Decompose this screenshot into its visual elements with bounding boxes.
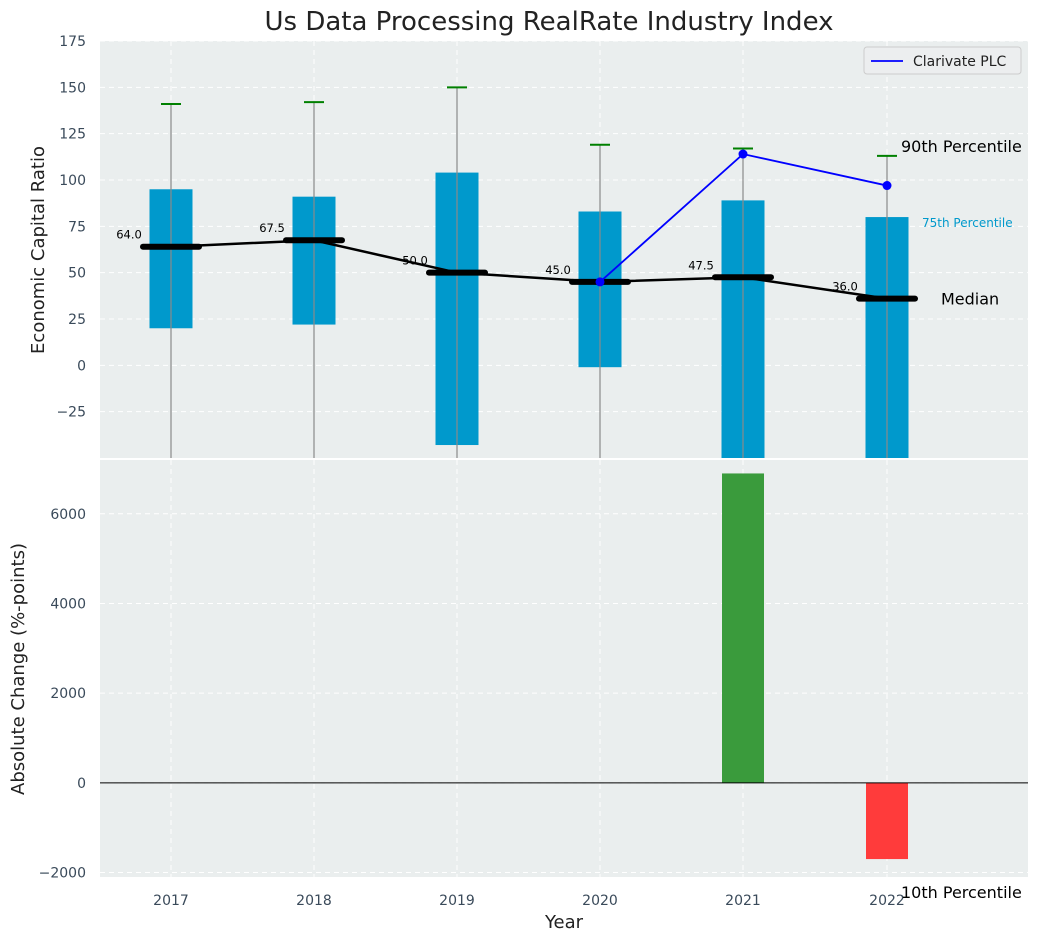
annotation-median: Median xyxy=(941,290,999,309)
top-y-tick-label: 100 xyxy=(59,173,86,189)
top-y-axis-label: Economic Capital Ratio xyxy=(28,146,49,354)
company-series-point xyxy=(595,277,605,287)
bottom-y-tick-label: 2000 xyxy=(50,686,86,702)
x-tick-label: 2022 xyxy=(869,893,905,909)
change-bar-positive xyxy=(722,473,764,783)
x-tick-label: 2018 xyxy=(296,893,332,909)
x-tick-label: 2019 xyxy=(439,893,475,909)
bottom-y-tick-label: 6000 xyxy=(50,507,86,523)
top-y-tick-label: 25 xyxy=(68,312,86,328)
x-tick-label: 2021 xyxy=(725,893,761,909)
top-y-tick-label: 50 xyxy=(68,266,86,282)
bottom-y-axis-label: Absolute Change (%-points) xyxy=(8,543,29,795)
x-axis-label: Year xyxy=(544,912,584,933)
bottom-y-tick-label: 0 xyxy=(77,776,86,792)
median-data-label: 67.5 xyxy=(259,221,285,235)
legend: Clarivate PLC xyxy=(863,46,1022,75)
change-bar-negative xyxy=(866,782,908,860)
top-y-tick-label: 75 xyxy=(68,219,86,235)
median-data-label: 36.0 xyxy=(832,280,858,294)
median-data-label: 64.0 xyxy=(116,228,142,242)
bottom-y-tick-label: 4000 xyxy=(50,596,86,612)
x-tick-label: 2017 xyxy=(153,893,189,909)
annotation-75th-percentile: 75th Percentile xyxy=(922,216,1013,230)
chart-title: Us Data Processing RealRate Industry Ind… xyxy=(264,7,833,37)
top-y-tick-label: 125 xyxy=(59,127,86,143)
median-data-label: 47.5 xyxy=(688,258,714,272)
top-y-tick-label: 175 xyxy=(59,34,86,50)
x-tick-label: 2020 xyxy=(582,893,618,909)
legend-label-clarivate: Clarivate PLC xyxy=(913,54,1007,70)
top-y-tick-label: −25 xyxy=(56,405,86,421)
legend-box xyxy=(863,46,1022,75)
top-y-tick-label: 0 xyxy=(77,358,86,374)
company-series-point xyxy=(882,181,892,191)
annotation-10th-percentile: 10th Percentile xyxy=(901,883,1022,902)
bottom-y-tick-label: −2000 xyxy=(39,866,86,882)
annotation-90th-percentile: 90th Percentile xyxy=(901,137,1022,156)
top-y-tick-label: 150 xyxy=(59,80,86,96)
median-data-label: 50.0 xyxy=(402,254,428,268)
company-series-point xyxy=(738,149,748,159)
median-data-label: 45.0 xyxy=(545,263,571,277)
